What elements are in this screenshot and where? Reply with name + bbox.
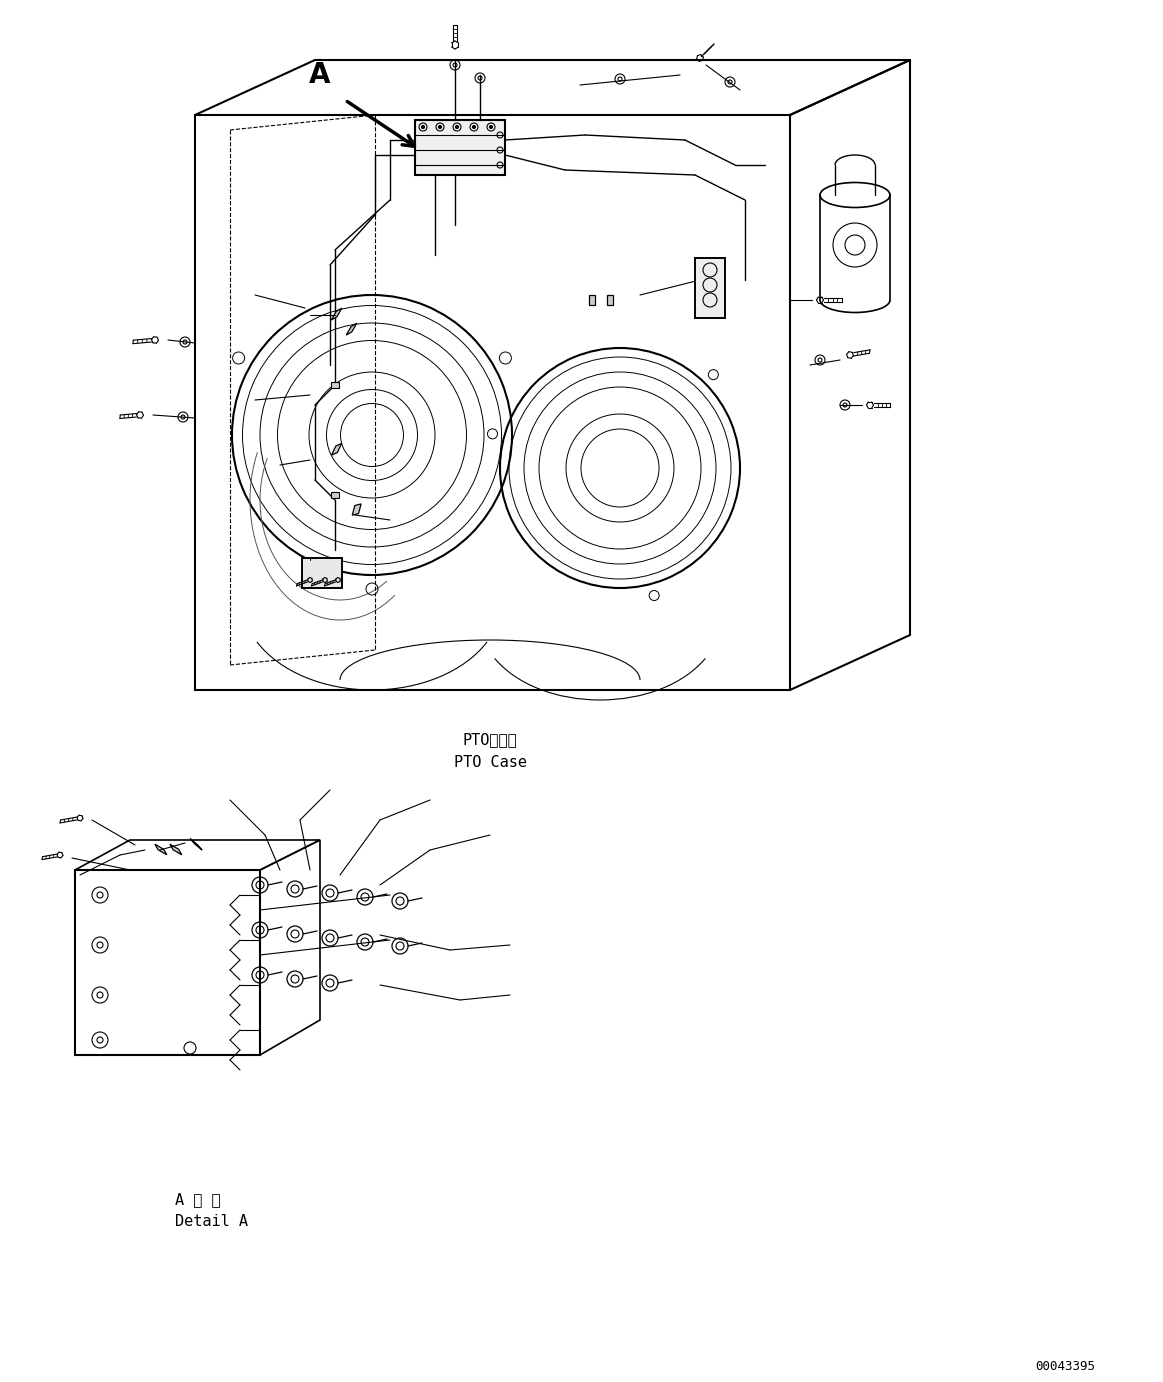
Bar (331, 492, 338, 498)
Text: PTOケース: PTOケース (463, 732, 518, 748)
Bar (302, 558, 342, 587)
Circle shape (490, 126, 492, 129)
Bar (695, 258, 725, 318)
Text: A 詳 細: A 詳 細 (174, 1193, 221, 1208)
Text: 00043395: 00043395 (1035, 1360, 1096, 1372)
Polygon shape (170, 844, 181, 855)
Polygon shape (352, 504, 362, 515)
Circle shape (438, 126, 442, 129)
Polygon shape (331, 444, 342, 455)
Polygon shape (191, 839, 202, 850)
Circle shape (472, 126, 476, 129)
Text: Detail A: Detail A (174, 1215, 248, 1230)
Circle shape (456, 126, 458, 129)
Bar (331, 381, 338, 388)
Text: PTO Case: PTO Case (454, 755, 527, 770)
Polygon shape (606, 294, 613, 305)
Circle shape (421, 126, 424, 129)
Polygon shape (331, 308, 342, 321)
Bar (695, 258, 725, 318)
Polygon shape (347, 323, 357, 334)
Polygon shape (155, 844, 166, 855)
Bar (415, 120, 505, 176)
Text: A: A (309, 61, 330, 88)
Polygon shape (588, 294, 595, 305)
Bar (302, 558, 342, 587)
